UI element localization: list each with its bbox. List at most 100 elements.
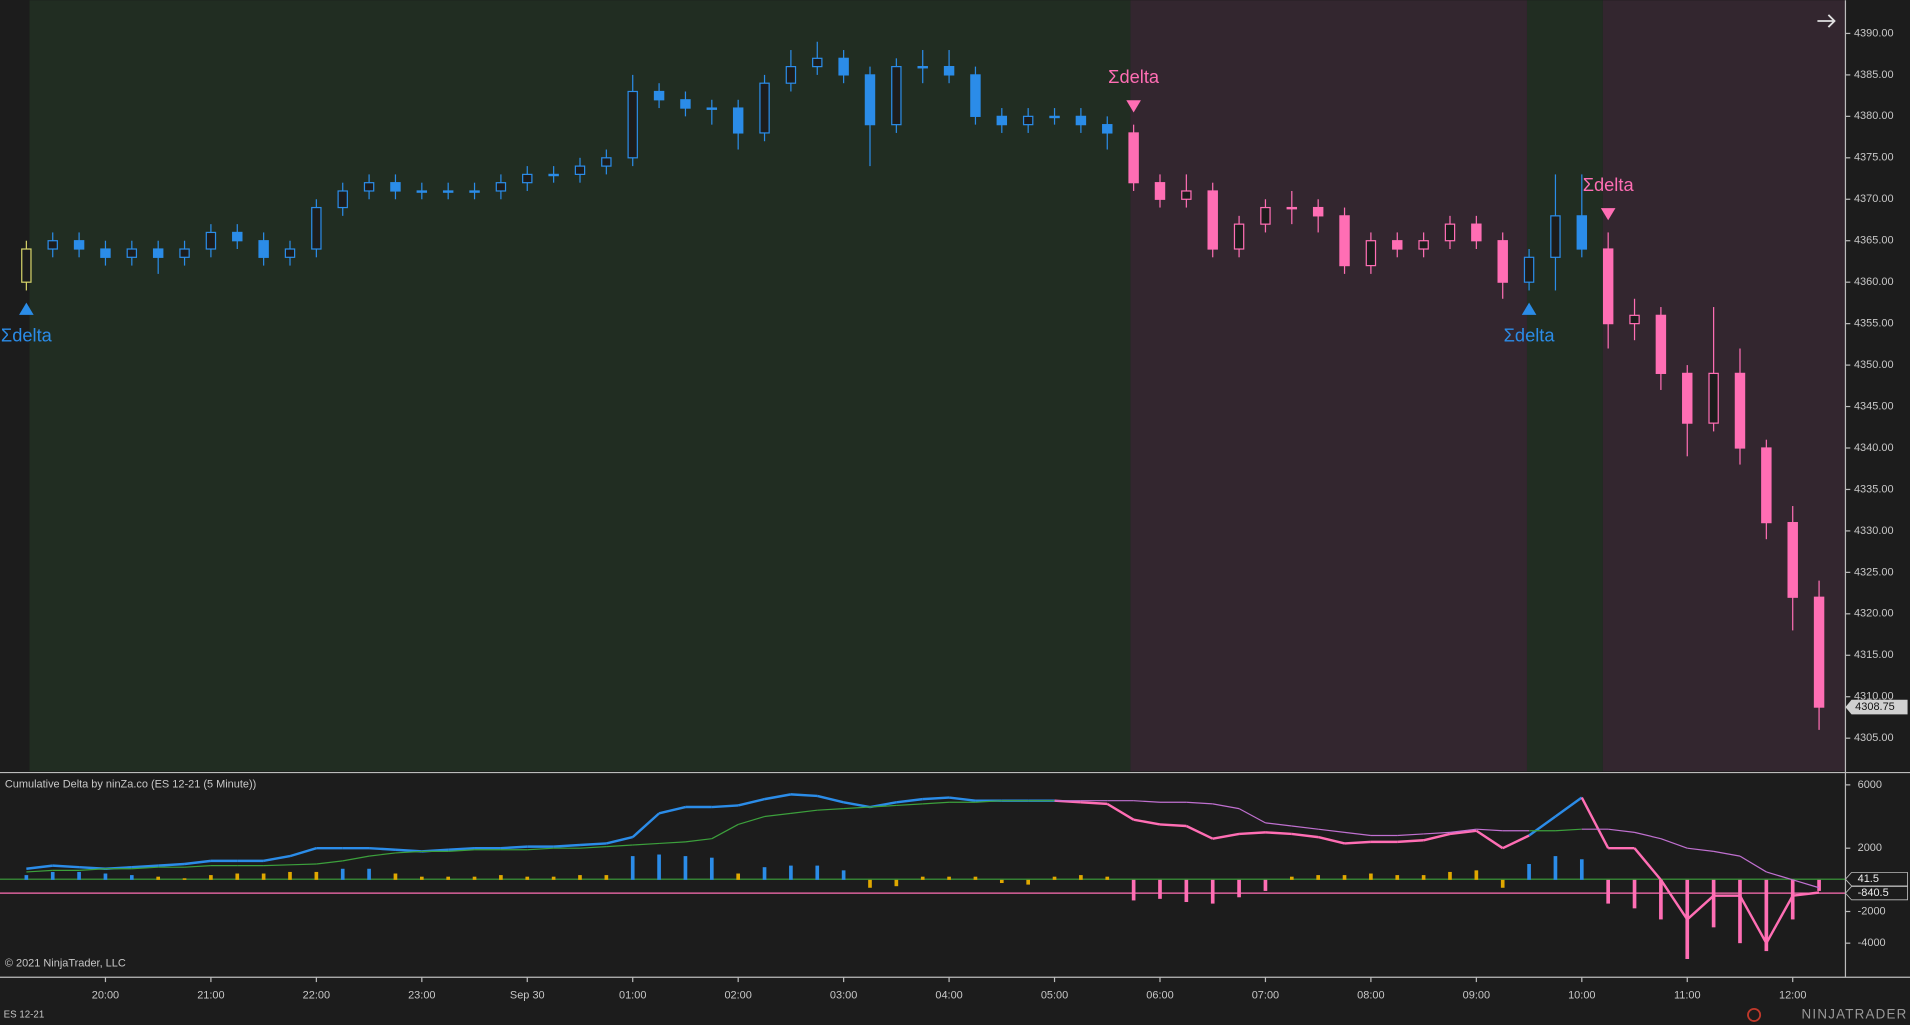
delta-line-segment (1423, 832, 1451, 842)
delta-bar (103, 873, 108, 880)
average-line-segment (1133, 800, 1161, 803)
y-tick-label: 4385.00 (1854, 69, 1894, 81)
delta-bar (129, 875, 134, 880)
delta-bar (1817, 879, 1821, 891)
candle-body (205, 231, 217, 250)
candle-body (1576, 215, 1588, 250)
candle-body (891, 66, 902, 126)
candle-body (1655, 314, 1667, 374)
average-line-segment (527, 847, 554, 851)
candle-body (1550, 215, 1561, 258)
delta-bar (815, 865, 820, 880)
y-tick-label: 4350.00 (1854, 359, 1894, 371)
scroll-arrow-icon[interactable] (1817, 14, 1836, 28)
candle-body (337, 190, 348, 209)
delta-line-segment (737, 797, 765, 807)
delta-bar (472, 876, 477, 880)
instrument-label: ES 12-21 (4, 1010, 45, 1021)
average-line-segment (1555, 828, 1582, 832)
delta-bar (156, 876, 161, 880)
average-line-segment (738, 815, 765, 826)
delta-line-segment (1133, 818, 1161, 826)
candle-body (970, 74, 981, 117)
candle-body (1682, 372, 1693, 424)
delta-line-segment (369, 846, 396, 851)
delta-bar (868, 879, 872, 888)
delta-line-segment (711, 804, 739, 809)
candle-body (100, 248, 111, 258)
delta-line-segment (764, 793, 792, 801)
delta-bar (1342, 875, 1347, 880)
average-line-segment (1212, 803, 1240, 810)
y-tick-label: 4345.00 (1854, 400, 1894, 412)
session-region (1602, 0, 1846, 772)
delta-bar (1738, 879, 1742, 944)
y-tick-label: 4365.00 (1854, 235, 1894, 247)
average-line-segment (817, 808, 844, 811)
session-region (1130, 0, 1527, 772)
average-line-segment (1344, 831, 1371, 837)
signal-marker (19, 302, 34, 315)
delta-bar (1659, 879, 1663, 920)
copyright: © 2021 NinjaTrader, LLC (5, 958, 126, 970)
average-line-segment (1687, 847, 1714, 852)
last-price-box (1845, 699, 1908, 715)
average-line-segment (131, 866, 159, 870)
delta-bar (578, 875, 582, 880)
delta-bar (1606, 879, 1610, 904)
delta-bar (1474, 870, 1479, 880)
delta-line-segment (1449, 829, 1477, 836)
x-tick-label: 07:00 (1252, 989, 1279, 1001)
delta-line-segment (1765, 895, 1794, 944)
delta-bar (657, 854, 661, 880)
candle-body (1734, 372, 1746, 449)
y-tick-label: 4375.00 (1854, 152, 1894, 164)
delta-bar (1553, 856, 1558, 880)
delta-line-segment (1580, 796, 1610, 849)
candle-body (1022, 115, 1034, 126)
average-line-segment (896, 803, 923, 807)
panel-title: Cumulative Delta by ninZa.co (ES 12-21 (… (5, 779, 256, 791)
y-tick-label: 4305.00 (1854, 732, 1894, 744)
x-tick-label: 21:00 (197, 989, 224, 1001)
candle-body (258, 240, 269, 258)
average-line-segment (975, 800, 1002, 803)
candle-body (522, 173, 533, 184)
delta-line-segment (1738, 895, 1768, 944)
signal-label: Σdelta (1583, 174, 1635, 195)
candle-body (1761, 447, 1772, 524)
signal-label: Σdelta (1504, 325, 1556, 346)
y-tick-label: 4360.00 (1854, 276, 1894, 288)
delta-line-segment (1397, 839, 1424, 844)
delta-line-segment (26, 864, 53, 870)
delta-bar (604, 875, 609, 880)
delta-line-segment (289, 847, 317, 858)
signal-label: Σdelta (1108, 66, 1160, 87)
y-tick-label: -2000 (1858, 905, 1886, 917)
candle-body (1154, 182, 1166, 200)
candle-body (943, 66, 955, 76)
session-region (1526, 0, 1603, 772)
delta-bar (551, 876, 556, 880)
delta-bar (1052, 876, 1057, 880)
delta-bar (1764, 879, 1769, 952)
x-tick-label: 06:00 (1146, 989, 1173, 1001)
last-price-label: 4308.75 (1855, 701, 1895, 713)
candle-body (1444, 223, 1456, 242)
candle-body (680, 99, 691, 109)
average-line-segment (632, 842, 660, 846)
logo: NINJATRADER (1802, 1007, 1908, 1022)
reference-label: 41.5 (1858, 873, 1879, 885)
delta-line-segment (896, 797, 923, 804)
candle-body (1207, 190, 1218, 250)
delta-bar (446, 876, 451, 880)
x-tick-label: 03:00 (830, 989, 857, 1001)
delta-bar (1079, 875, 1083, 880)
average-line-segment (395, 850, 422, 854)
reference-label-box (1844, 886, 1908, 901)
delta-bar (367, 868, 371, 880)
candle-body (653, 90, 665, 101)
delta-line-segment (1291, 832, 1319, 839)
